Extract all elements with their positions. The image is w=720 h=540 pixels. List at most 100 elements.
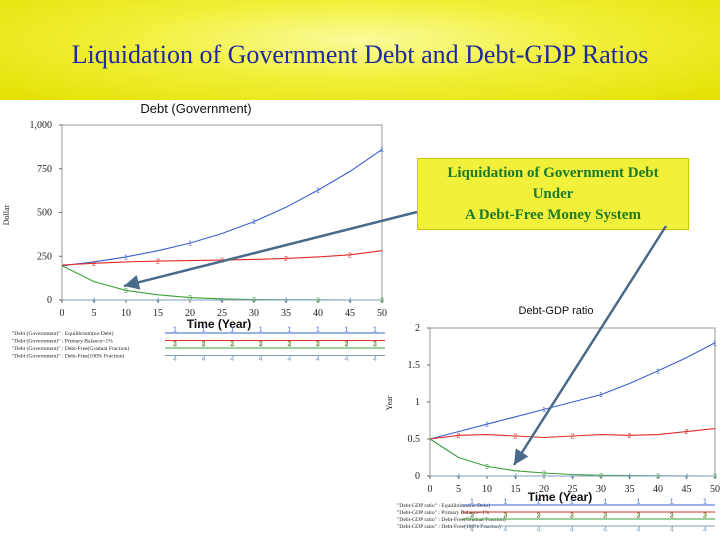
series-line-1 bbox=[429, 342, 716, 440]
legend-marker: 1 bbox=[173, 327, 177, 334]
arrow-to-ratio-chart bbox=[512, 225, 668, 466]
series-marker-3: 3 bbox=[713, 474, 717, 481]
slide-title: Liquidation of Government Debt and Debt-… bbox=[71, 40, 649, 69]
series-marker-3: 3 bbox=[542, 471, 546, 478]
legend-marker: 3 bbox=[570, 513, 574, 520]
legend-marker: 2 bbox=[259, 341, 263, 348]
y-tick-label: 0 bbox=[415, 471, 420, 482]
legend-marker: 2 bbox=[287, 341, 291, 348]
series-marker-2: 2 bbox=[514, 434, 518, 441]
legend-marker: 3 bbox=[503, 513, 507, 520]
legend-marker: 3 bbox=[173, 342, 177, 349]
chart-title: Debt (Government) bbox=[140, 101, 251, 116]
legend-label: "Debt (Government)" : Debt-Free(Gradual … bbox=[12, 345, 129, 352]
legend-label: "Debt-GDP ratio" : Debt-Free(100% Fracti… bbox=[397, 523, 501, 530]
series-marker-1: 1 bbox=[380, 147, 384, 154]
x-tick-label: 5 bbox=[92, 308, 97, 319]
x-tick-label: 40 bbox=[653, 484, 663, 495]
series-marker-4: 4 bbox=[220, 298, 224, 305]
legend-marker: 3 bbox=[259, 342, 263, 349]
legend-marker: 1 bbox=[470, 499, 474, 506]
legend-marker: 4 bbox=[173, 356, 177, 363]
y-tick-label: 1,000 bbox=[30, 120, 53, 131]
series-marker-4: 4 bbox=[284, 298, 288, 305]
y-tick-label: 500 bbox=[37, 208, 52, 219]
x-tick-label: 15 bbox=[153, 308, 163, 319]
x-tick-label: 5 bbox=[456, 484, 461, 495]
legend-marker: 2 bbox=[670, 513, 674, 520]
x-tick-label: 45 bbox=[345, 308, 355, 319]
legend-marker: 4 bbox=[503, 527, 507, 534]
series-marker-1: 1 bbox=[542, 407, 546, 414]
legend-marker: 2 bbox=[703, 513, 707, 520]
legend-marker: 4 bbox=[537, 527, 541, 534]
series-marker-1: 1 bbox=[124, 254, 128, 261]
x-tick-label: 15 bbox=[511, 484, 521, 495]
y-tick-label: 0 bbox=[47, 295, 52, 306]
legend-marker: 1 bbox=[202, 327, 206, 334]
series-marker-3: 3 bbox=[188, 295, 192, 302]
series-marker-2: 2 bbox=[284, 256, 288, 263]
legend-marker: 2 bbox=[570, 513, 574, 520]
series-marker-4: 4 bbox=[628, 474, 632, 481]
legend-label: "Debt-GDP ratio" : Primary Balance=1% bbox=[397, 510, 490, 516]
y-tick-label: 2 bbox=[415, 323, 420, 334]
series-marker-2: 2 bbox=[156, 259, 160, 266]
legend-marker: 3 bbox=[670, 513, 674, 520]
x-tick-label: 20 bbox=[185, 308, 195, 319]
series-marker-1: 1 bbox=[713, 340, 717, 347]
series-marker-4: 4 bbox=[685, 474, 689, 481]
series-line-2 bbox=[429, 428, 716, 440]
callout-line-2: Under bbox=[532, 186, 574, 202]
legend-marker: 4 bbox=[316, 356, 320, 363]
series-marker-2: 2 bbox=[628, 433, 632, 440]
x-tick-label: 45 bbox=[682, 484, 692, 495]
legend-marker: 3 bbox=[344, 342, 348, 349]
x-tick-label: 50 bbox=[710, 484, 720, 495]
legend-marker: 3 bbox=[373, 342, 377, 349]
legend-marker: 4 bbox=[202, 356, 206, 363]
x-tick-label: 30 bbox=[596, 484, 606, 495]
x-tick-label: 50 bbox=[377, 308, 387, 319]
x-tick-label: 35 bbox=[281, 308, 291, 319]
legend-marker: 2 bbox=[230, 341, 234, 348]
series-marker-4: 4 bbox=[156, 298, 160, 305]
legend-marker: 4 bbox=[230, 356, 234, 363]
legend-marker: 1 bbox=[670, 499, 674, 506]
legend-marker: 2 bbox=[537, 513, 541, 520]
legend-marker: 4 bbox=[259, 356, 263, 363]
series-marker-2: 2 bbox=[571, 434, 575, 441]
y-axis-label: Dollar bbox=[2, 204, 11, 225]
x-axis-label: Time (Year) bbox=[187, 317, 251, 331]
x-tick-label: 25 bbox=[217, 308, 227, 319]
series-marker-4: 4 bbox=[571, 474, 575, 481]
series-marker-4: 4 bbox=[348, 298, 352, 305]
legend-marker: 3 bbox=[316, 342, 320, 349]
legend-marker: 4 bbox=[570, 527, 574, 534]
y-tick-label: 750 bbox=[37, 164, 52, 175]
x-tick-label: 30 bbox=[249, 308, 259, 319]
legend-marker: 1 bbox=[703, 499, 707, 506]
series-marker-1: 1 bbox=[485, 422, 489, 429]
legend-marker: 2 bbox=[603, 513, 607, 520]
legend-marker: 4 bbox=[636, 527, 640, 534]
legend-label: "Debt (Government)" : Equilibrium(no Deb… bbox=[12, 330, 114, 337]
legend-marker: 4 bbox=[287, 356, 291, 363]
y-tick-label: 1.5 bbox=[408, 360, 421, 371]
series-marker-1: 1 bbox=[316, 188, 320, 195]
series-marker-3: 3 bbox=[380, 298, 384, 305]
legend-label: "Debt-GDP ratio" : Equilibrium(no Debt) bbox=[397, 502, 490, 509]
legend-marker: 2 bbox=[202, 341, 206, 348]
x-tick-label: 20 bbox=[539, 484, 549, 495]
legend-label: "Debt (Government)" : Debt-Free(100% Fra… bbox=[12, 353, 125, 360]
y-tick-label: 1 bbox=[415, 397, 420, 408]
legend-marker: 2 bbox=[503, 513, 507, 520]
x-tick-label: 35 bbox=[625, 484, 635, 495]
series-marker-1: 1 bbox=[188, 241, 192, 248]
x-tick-label: 25 bbox=[568, 484, 578, 495]
series-marker-3: 3 bbox=[316, 297, 320, 304]
series-marker-1: 1 bbox=[252, 219, 256, 226]
x-axis-label: Time (Year) bbox=[528, 490, 592, 504]
